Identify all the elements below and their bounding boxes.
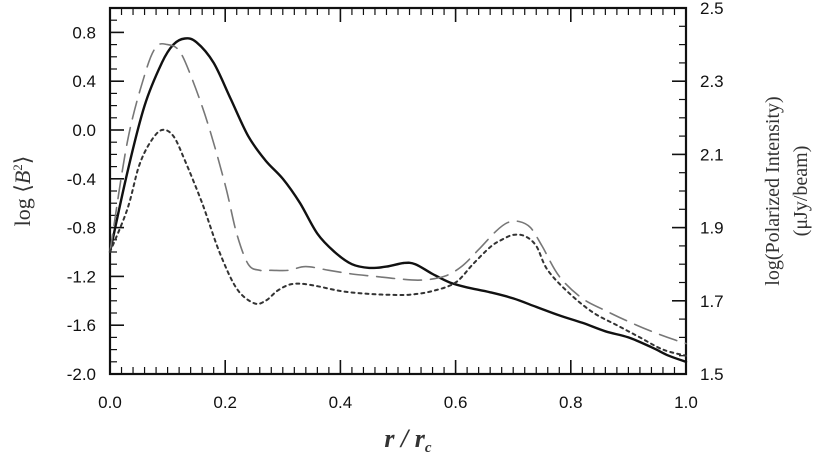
svg-text:log(Polarized Intensity): log(Polarized Intensity) bbox=[762, 96, 784, 285]
x-axis-title: r / rc bbox=[384, 424, 431, 455]
y-right-tick-label: 1.7 bbox=[700, 292, 724, 311]
x-tick-label: 0.4 bbox=[329, 393, 353, 412]
x-tick-label: 0.8 bbox=[559, 393, 583, 412]
y-tick-label: -0.4 bbox=[67, 170, 96, 189]
svg-text:log ⟨B2⟩: log ⟨B2⟩ bbox=[10, 156, 35, 227]
y-tick-label: 0.8 bbox=[72, 23, 96, 42]
plot-frame bbox=[108, 6, 688, 376]
y-tick-label: -1.6 bbox=[67, 316, 96, 335]
series-line-solid bbox=[108, 37, 688, 363]
series-line-dotted bbox=[109, 128, 687, 357]
y-right-tick-label: 1.5 bbox=[700, 365, 724, 384]
x-tick-label: 0.2 bbox=[213, 393, 237, 412]
y-right-tick-label: 2.3 bbox=[700, 72, 724, 91]
y-tick-label: -2.0 bbox=[67, 365, 96, 384]
y-axis-title: log ⟨B2⟩ bbox=[10, 156, 35, 227]
series-line-dashed bbox=[109, 42, 687, 345]
svg-text:(μJy/beam): (μJy/beam) bbox=[790, 146, 812, 237]
y-right-tick-label: 1.9 bbox=[700, 219, 724, 238]
x-tick-label: 0.6 bbox=[444, 393, 468, 412]
y-tick-label: 0.0 bbox=[72, 121, 96, 140]
series-layer bbox=[108, 37, 688, 363]
y-tick-label: -1.2 bbox=[67, 267, 96, 286]
tick-marks bbox=[109, 7, 687, 375]
y-tick-label: -0.8 bbox=[67, 219, 96, 238]
y-right-tick-label: 2.5 bbox=[700, 0, 724, 18]
y-right-tick-label: 2.1 bbox=[700, 145, 724, 164]
x-tick-label: 0.0 bbox=[98, 393, 122, 412]
y-axis-right-title: log(Polarized Intensity) (μJy/beam) bbox=[762, 96, 812, 285]
tick-labels: 0.0 0.2 0.4 0.6 0.8 1.0 -2.0 -1.6 -1.2 -0.8 -0.4 0.… bbox=[67, 0, 724, 412]
svg-text:r / rc: r / rc bbox=[384, 424, 431, 455]
x-tick-label: 1.0 bbox=[674, 393, 698, 412]
y-tick-label: 0.4 bbox=[72, 72, 96, 91]
